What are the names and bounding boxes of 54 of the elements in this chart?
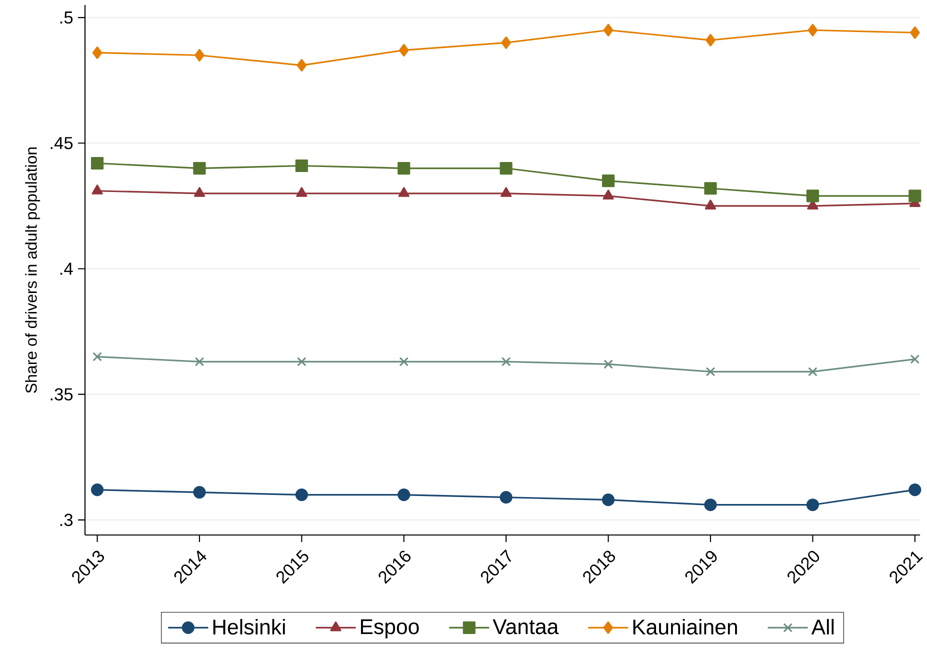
point — [194, 357, 204, 366]
point — [706, 367, 716, 376]
point — [92, 352, 102, 362]
y-tick-label: .45 — [50, 137, 73, 150]
point — [296, 357, 306, 366]
point — [501, 357, 511, 366]
legend-label: Vantaa — [492, 619, 559, 634]
point — [296, 187, 308, 197]
legend-label: Espoo — [360, 619, 419, 638]
legend-label: Helsinki — [213, 618, 285, 635]
point — [194, 187, 206, 197]
point — [295, 488, 308, 502]
y-tick-label: .35 — [50, 388, 73, 400]
point — [90, 483, 104, 496]
point — [398, 44, 409, 57]
point — [910, 26, 920, 39]
point — [398, 162, 410, 175]
point — [399, 357, 409, 366]
point — [398, 488, 410, 502]
point — [602, 190, 614, 200]
point — [808, 24, 818, 36]
point — [296, 58, 307, 72]
point — [602, 494, 615, 506]
legend-label: All — [811, 618, 834, 634]
point — [295, 159, 308, 172]
point — [704, 200, 716, 210]
point — [500, 491, 512, 504]
point — [92, 184, 103, 194]
point — [398, 187, 410, 197]
point — [806, 190, 819, 202]
point — [704, 182, 717, 195]
y-axis-title: Share of drivers in adult population — [25, 147, 40, 393]
point — [908, 483, 922, 496]
y-tick-label: .5 — [60, 12, 73, 24]
point — [808, 367, 818, 376]
y-tick-label: .4 — [60, 262, 73, 275]
point — [603, 24, 614, 36]
point — [90, 156, 104, 170]
point — [193, 486, 206, 499]
point — [194, 48, 204, 62]
point — [908, 190, 922, 202]
point — [910, 354, 920, 364]
point — [706, 34, 716, 46]
point — [604, 360, 613, 369]
point — [501, 36, 512, 49]
y-tick-label: .3 — [60, 514, 73, 526]
point — [500, 187, 512, 197]
point — [500, 162, 512, 175]
legend-label: Kauniainen — [633, 618, 737, 635]
point — [806, 498, 819, 512]
point — [92, 46, 102, 60]
point — [704, 498, 717, 512]
point — [193, 162, 206, 175]
point — [602, 174, 615, 188]
